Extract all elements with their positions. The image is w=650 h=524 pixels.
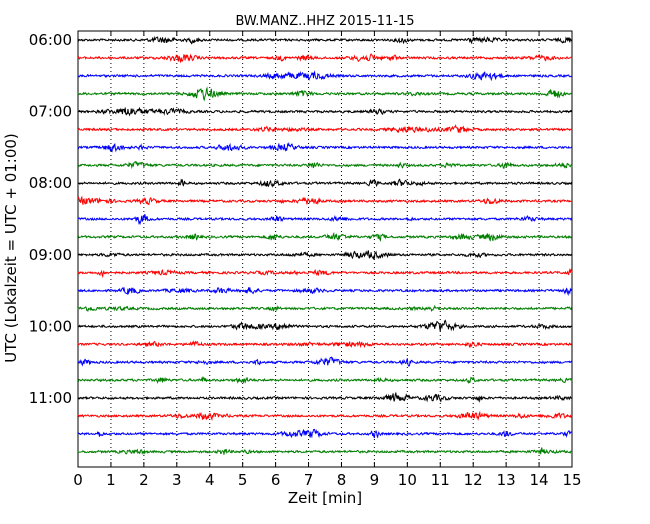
x-axis-ticks: 0 1 2 3 4 5 6 7 8 9 10 11 12 13 14 15 xyxy=(73,31,582,489)
seismogram-traces xyxy=(77,35,573,456)
seismogram-trace xyxy=(77,340,573,349)
x-tick-label: 10 xyxy=(398,471,417,489)
seismogram-trace xyxy=(77,70,573,82)
seismogram-trace xyxy=(77,178,573,188)
y-tick-label: 09:00 xyxy=(29,246,72,264)
x-tick-label: 1 xyxy=(106,471,116,489)
seismogram-trace xyxy=(77,53,573,64)
seismogram-trace xyxy=(77,267,573,279)
x-gridlines xyxy=(110,31,540,467)
seismogram-trace xyxy=(77,231,573,242)
seismogram-trace xyxy=(77,319,573,332)
x-tick-label: 4 xyxy=(205,471,215,489)
seismogram-trace xyxy=(77,106,573,117)
plot-frame xyxy=(77,30,573,468)
x-tick-label: 5 xyxy=(238,471,248,489)
seismogram-trace xyxy=(77,141,573,153)
x-tick-label: 6 xyxy=(271,471,281,489)
seismogram-trace xyxy=(77,356,573,367)
y-tick-label: 07:00 xyxy=(29,103,72,121)
x-tick-label: 9 xyxy=(370,471,380,489)
seismogram-trace xyxy=(77,391,573,403)
y-tick-label: 08:00 xyxy=(29,174,72,192)
seismogram-trace xyxy=(77,214,573,226)
x-tick-label: 13 xyxy=(497,471,516,489)
seismogram-trace xyxy=(77,286,573,297)
seismogram-trace xyxy=(77,410,573,421)
seismogram-trace xyxy=(77,35,573,45)
x-tick-label: 2 xyxy=(139,471,149,489)
x-tick-label: 14 xyxy=(530,471,549,489)
chart-title: BW.MANZ..HHZ 2015-11-15 xyxy=(235,14,414,29)
seismogram-trace xyxy=(77,86,573,102)
y-tick-label: 11:00 xyxy=(29,389,72,407)
y-axis-label: UTC (Lokalzeit = UTC + 01:00) xyxy=(2,133,20,363)
y-axis-ticks: 06:00 07:00 08:00 09:00 10:00 11:00 xyxy=(29,31,572,407)
seismogram-trace xyxy=(77,304,573,313)
x-tick-label: 15 xyxy=(562,471,581,489)
seismogram-trace xyxy=(77,447,573,456)
x-tick-label: 8 xyxy=(337,471,347,489)
seismogram-trace xyxy=(77,160,573,170)
seismogram-trace xyxy=(77,250,573,260)
x-tick-label: 11 xyxy=(431,471,450,489)
seismogram-trace xyxy=(77,375,573,385)
x-tick-label: 7 xyxy=(304,471,314,489)
x-tick-label: 3 xyxy=(172,471,182,489)
y-tick-label: 06:00 xyxy=(29,31,72,49)
seismogram-trace xyxy=(77,124,573,134)
y-tick-label: 10:00 xyxy=(29,317,72,335)
seismogram-trace xyxy=(77,428,573,439)
x-tick-label: 12 xyxy=(464,471,483,489)
seismogram-trace xyxy=(77,195,573,206)
x-axis-label: Zeit [min] xyxy=(288,489,362,507)
x-tick-label: 0 xyxy=(73,471,83,489)
